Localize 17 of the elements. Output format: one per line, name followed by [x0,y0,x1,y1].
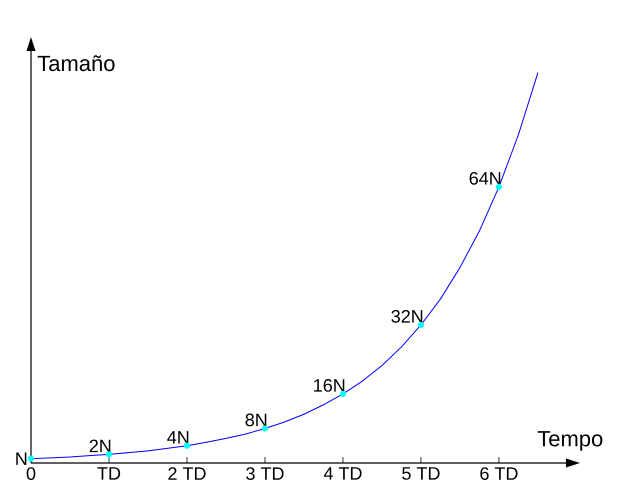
data-label: 64N [470,172,500,185]
data-label: 2N [90,440,110,452]
x-tick-label: TD [97,467,120,480]
x-tick-label: 4 TD [324,467,362,480]
data-label: 8N [246,414,266,426]
x-axis-title: Tempo [538,431,602,451]
y-axis-title: Tamaño [38,55,115,72]
x-tick-label: 5 TD [402,467,440,480]
data-label: N [16,452,26,465]
x-tick-label: 0 [26,467,36,480]
data-label: 4N [167,431,188,444]
x-tick-label: 2 TD [168,467,206,480]
x-tick-label: 6 TD [480,467,518,480]
x-tick-label: 3 TD [246,467,284,480]
data-label: 32N [391,310,422,323]
data-label: 16N [314,379,344,392]
point [28,456,34,462]
